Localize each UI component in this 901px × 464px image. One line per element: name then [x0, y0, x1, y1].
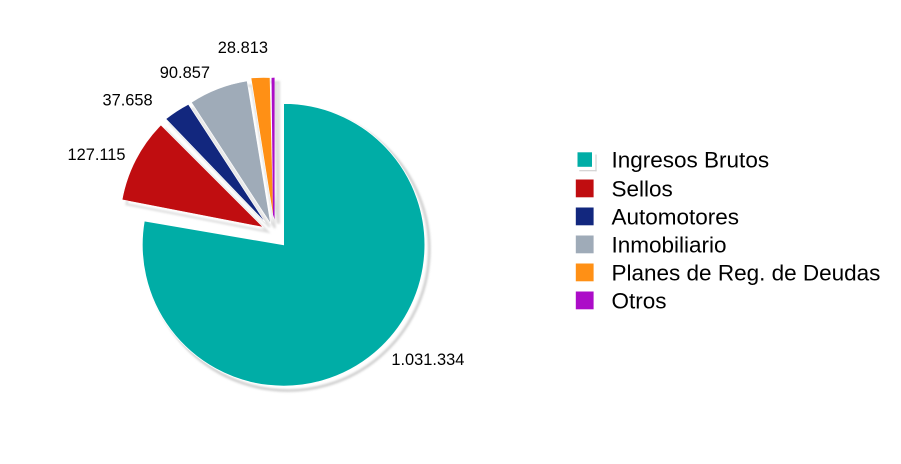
svg-text:Ingresos Brutos: Ingresos Brutos: [612, 148, 770, 173]
svg-text:Sellos: Sellos: [612, 177, 673, 202]
svg-text:Otros: Otros: [612, 289, 667, 314]
svg-text:90.857: 90.857: [160, 64, 210, 82]
svg-text:Planes de Reg. de Deudas: Planes de Reg. de Deudas: [612, 261, 881, 286]
svg-text:Automotores: Automotores: [612, 205, 740, 230]
svg-text:1.031.334: 1.031.334: [391, 351, 464, 369]
svg-text:37.658: 37.658: [103, 92, 153, 110]
svg-text:28.813: 28.813: [218, 39, 268, 57]
svg-text:Inmobiliario: Inmobiliario: [612, 233, 727, 258]
svg-text:127.115: 127.115: [68, 146, 126, 164]
